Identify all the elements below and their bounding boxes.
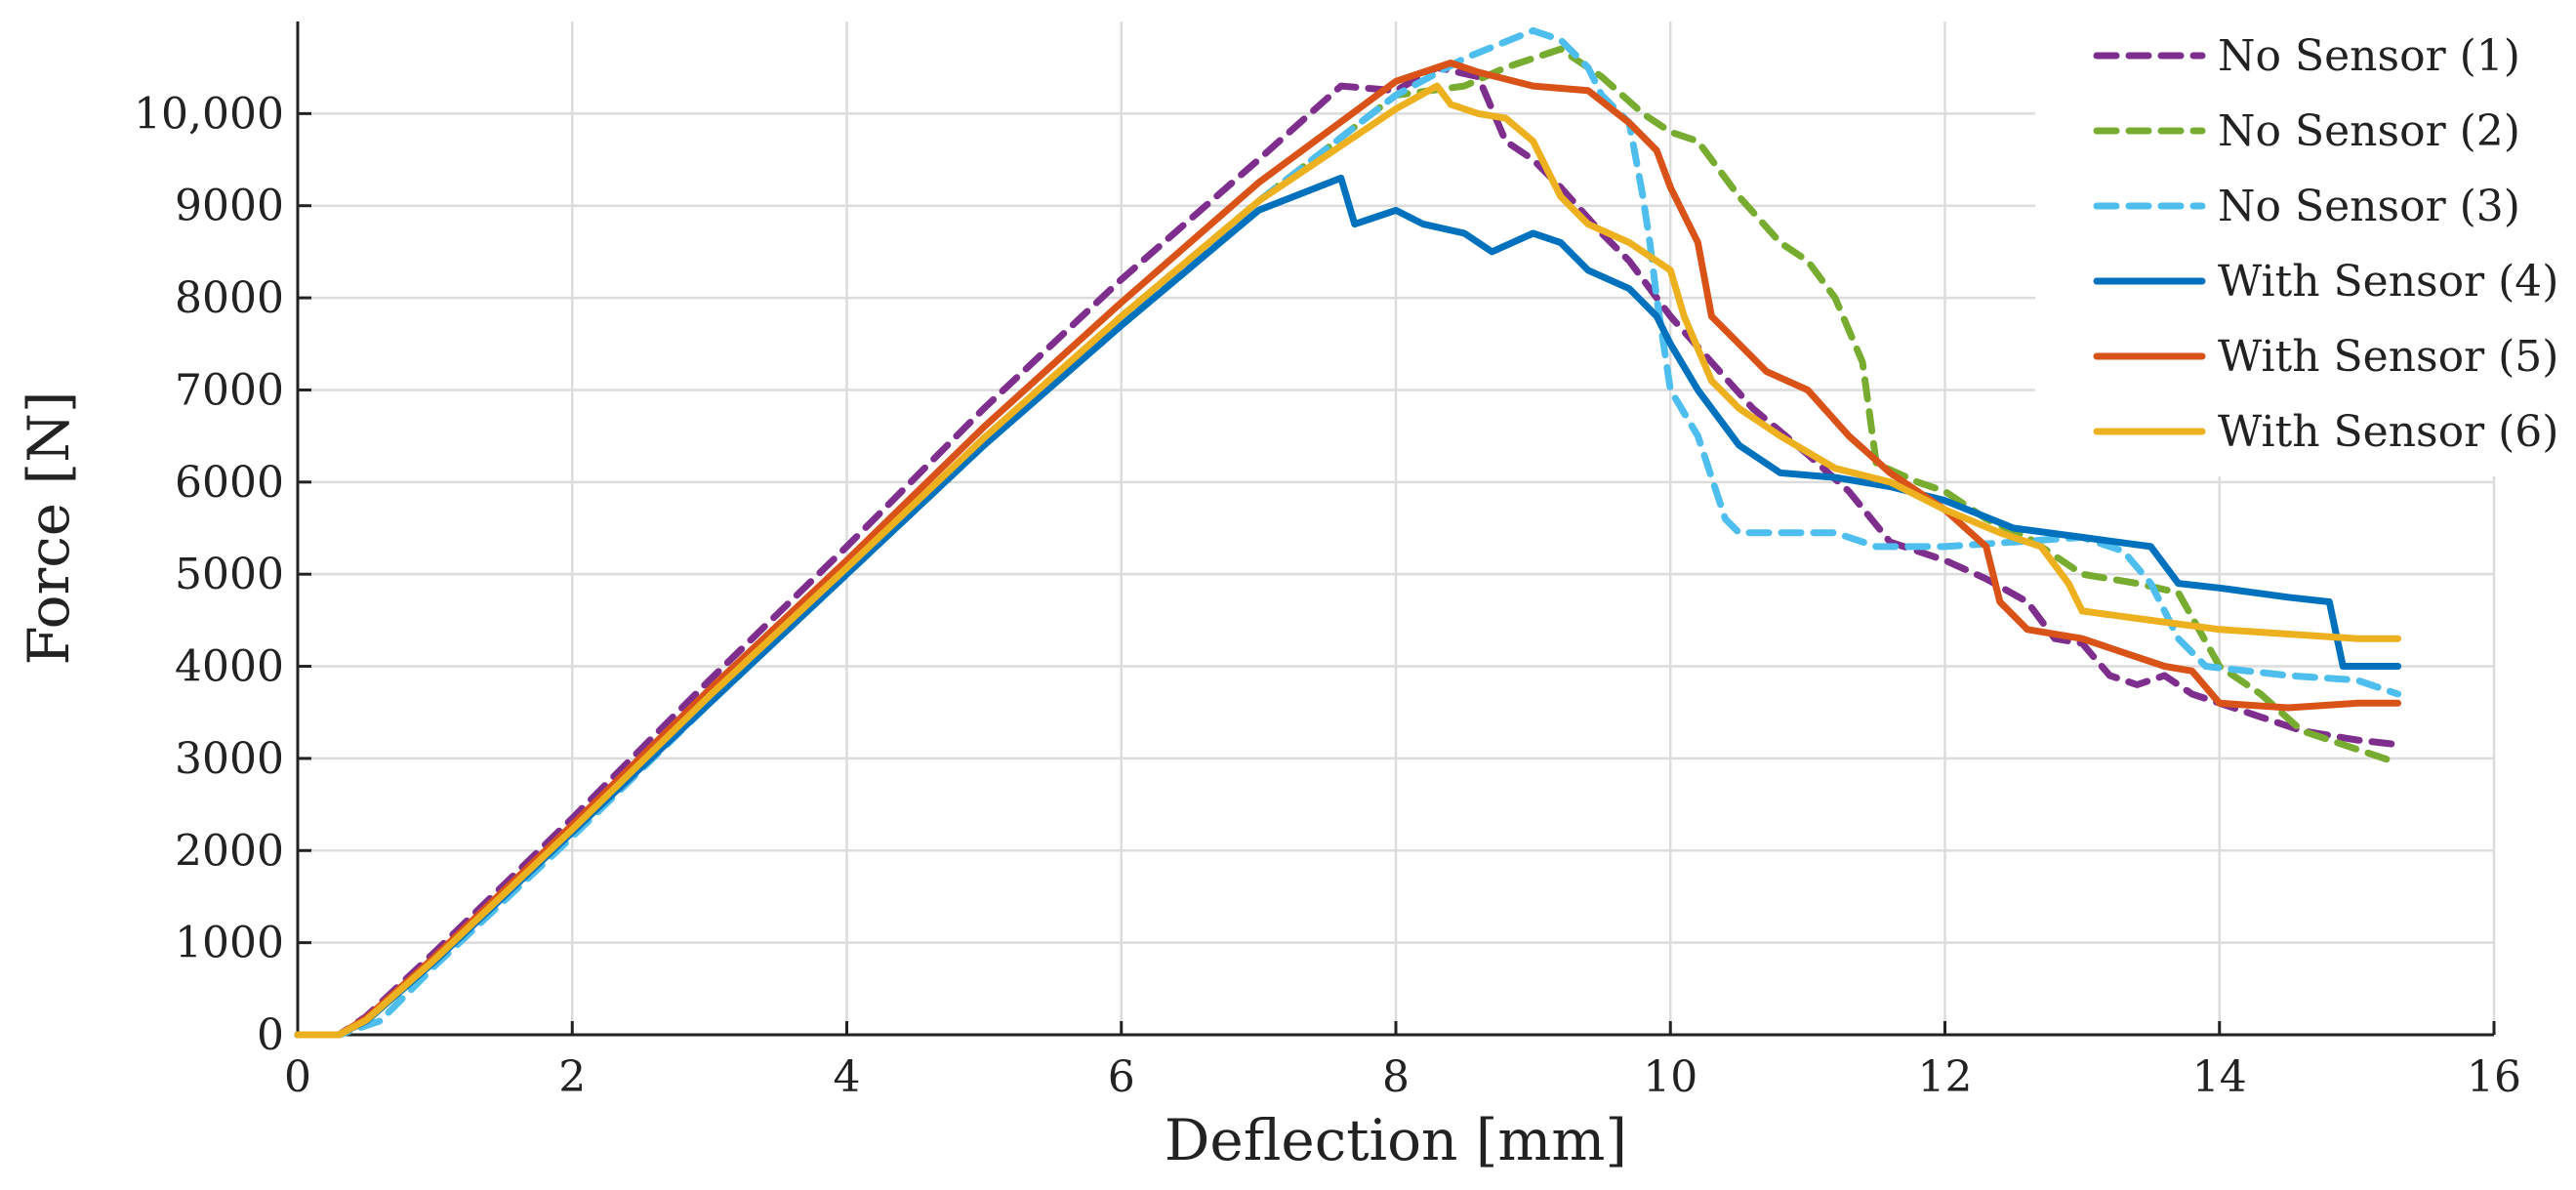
grid xyxy=(298,21,2496,1035)
x-tick-label: 4 xyxy=(834,1052,861,1102)
y-tick-label: 5000 xyxy=(175,550,284,599)
y-axis-title: Force [N] xyxy=(16,391,82,666)
y-tick-label: 2000 xyxy=(175,826,284,876)
y-tick-label: 0 xyxy=(257,1010,284,1060)
series-line-with-sensor-4 xyxy=(294,174,2402,1039)
x-tick-label: 10 xyxy=(1643,1052,1697,1102)
legend-label-with-sensor-5: With Sensor (5) xyxy=(2218,332,2558,382)
series-line-with-sensor-5 xyxy=(294,60,2402,1039)
y-tick-label: 6000 xyxy=(175,458,284,508)
y-tick-label: 10,000 xyxy=(134,89,284,139)
legend-label-with-sensor-6: With Sensor (6) xyxy=(2218,407,2558,457)
x-tick-label: 8 xyxy=(1382,1052,1410,1102)
y-tick-label: 4000 xyxy=(175,642,284,692)
series-line-no-sensor-1 xyxy=(294,63,2402,1039)
legend-label-with-sensor-4: With Sensor (4) xyxy=(2218,257,2558,307)
y-tick-label: 1000 xyxy=(175,919,284,968)
x-tick-label: 6 xyxy=(1108,1052,1135,1102)
x-tick-label: 2 xyxy=(558,1052,586,1102)
y-tick-label: 7000 xyxy=(175,365,284,415)
x-tick-label: 14 xyxy=(2192,1052,2247,1102)
series-lines xyxy=(294,26,2402,1039)
legend-background xyxy=(2035,20,2572,476)
x-axis-title: Deflection [mm] xyxy=(1165,1107,1627,1173)
legend: No Sensor (1) No Sensor (2) No Sensor (3) W… xyxy=(2035,20,2572,476)
y-tick-label: 3000 xyxy=(175,734,284,784)
series-line-with-sensor-6 xyxy=(294,82,2402,1039)
legend-label-no-sensor-3: No Sensor (3) xyxy=(2218,182,2520,231)
x-tick-label: 12 xyxy=(1918,1052,1973,1102)
x-tick-label: 16 xyxy=(2467,1052,2521,1102)
legend-label-no-sensor-1: No Sensor (1) xyxy=(2218,31,2520,81)
y-tick-label: 9000 xyxy=(175,182,284,231)
y-tick-label: 8000 xyxy=(175,273,284,323)
ticks: 0 2 4 6 8 10 12 14 16 0 1000 2000 3000 4000 5000 6000 70… xyxy=(134,89,2521,1102)
x-tick-label: 0 xyxy=(284,1052,311,1102)
legend-label-no-sensor-2: No Sensor (2) xyxy=(2218,106,2520,156)
